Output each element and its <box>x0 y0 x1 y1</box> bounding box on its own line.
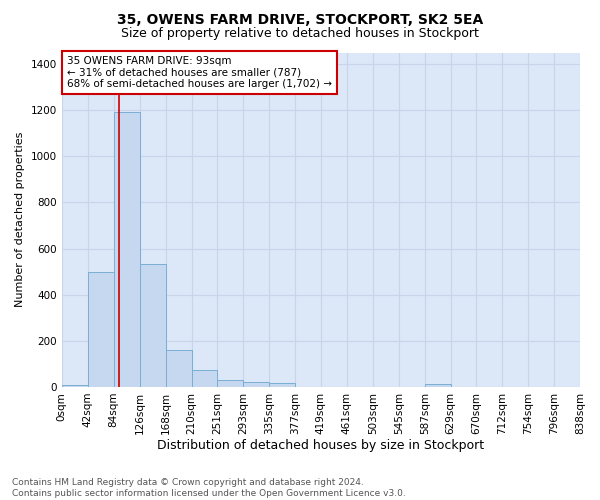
Bar <box>269 384 295 387</box>
X-axis label: Distribution of detached houses by size in Stockport: Distribution of detached houses by size … <box>157 440 484 452</box>
Bar <box>113 112 140 387</box>
Bar <box>140 264 166 387</box>
Y-axis label: Number of detached properties: Number of detached properties <box>15 132 25 308</box>
Bar <box>166 350 191 387</box>
Text: Size of property relative to detached houses in Stockport: Size of property relative to detached ho… <box>121 28 479 40</box>
Text: Contains HM Land Registry data © Crown copyright and database right 2024.
Contai: Contains HM Land Registry data © Crown c… <box>12 478 406 498</box>
Bar <box>425 384 451 387</box>
Text: 35 OWENS FARM DRIVE: 93sqm
← 31% of detached houses are smaller (787)
68% of sem: 35 OWENS FARM DRIVE: 93sqm ← 31% of deta… <box>67 56 332 89</box>
Bar <box>243 382 269 387</box>
Bar <box>191 370 217 387</box>
Bar <box>217 380 243 387</box>
Bar <box>62 385 88 387</box>
Bar <box>88 272 113 387</box>
Text: 35, OWENS FARM DRIVE, STOCKPORT, SK2 5EA: 35, OWENS FARM DRIVE, STOCKPORT, SK2 5EA <box>117 12 483 26</box>
